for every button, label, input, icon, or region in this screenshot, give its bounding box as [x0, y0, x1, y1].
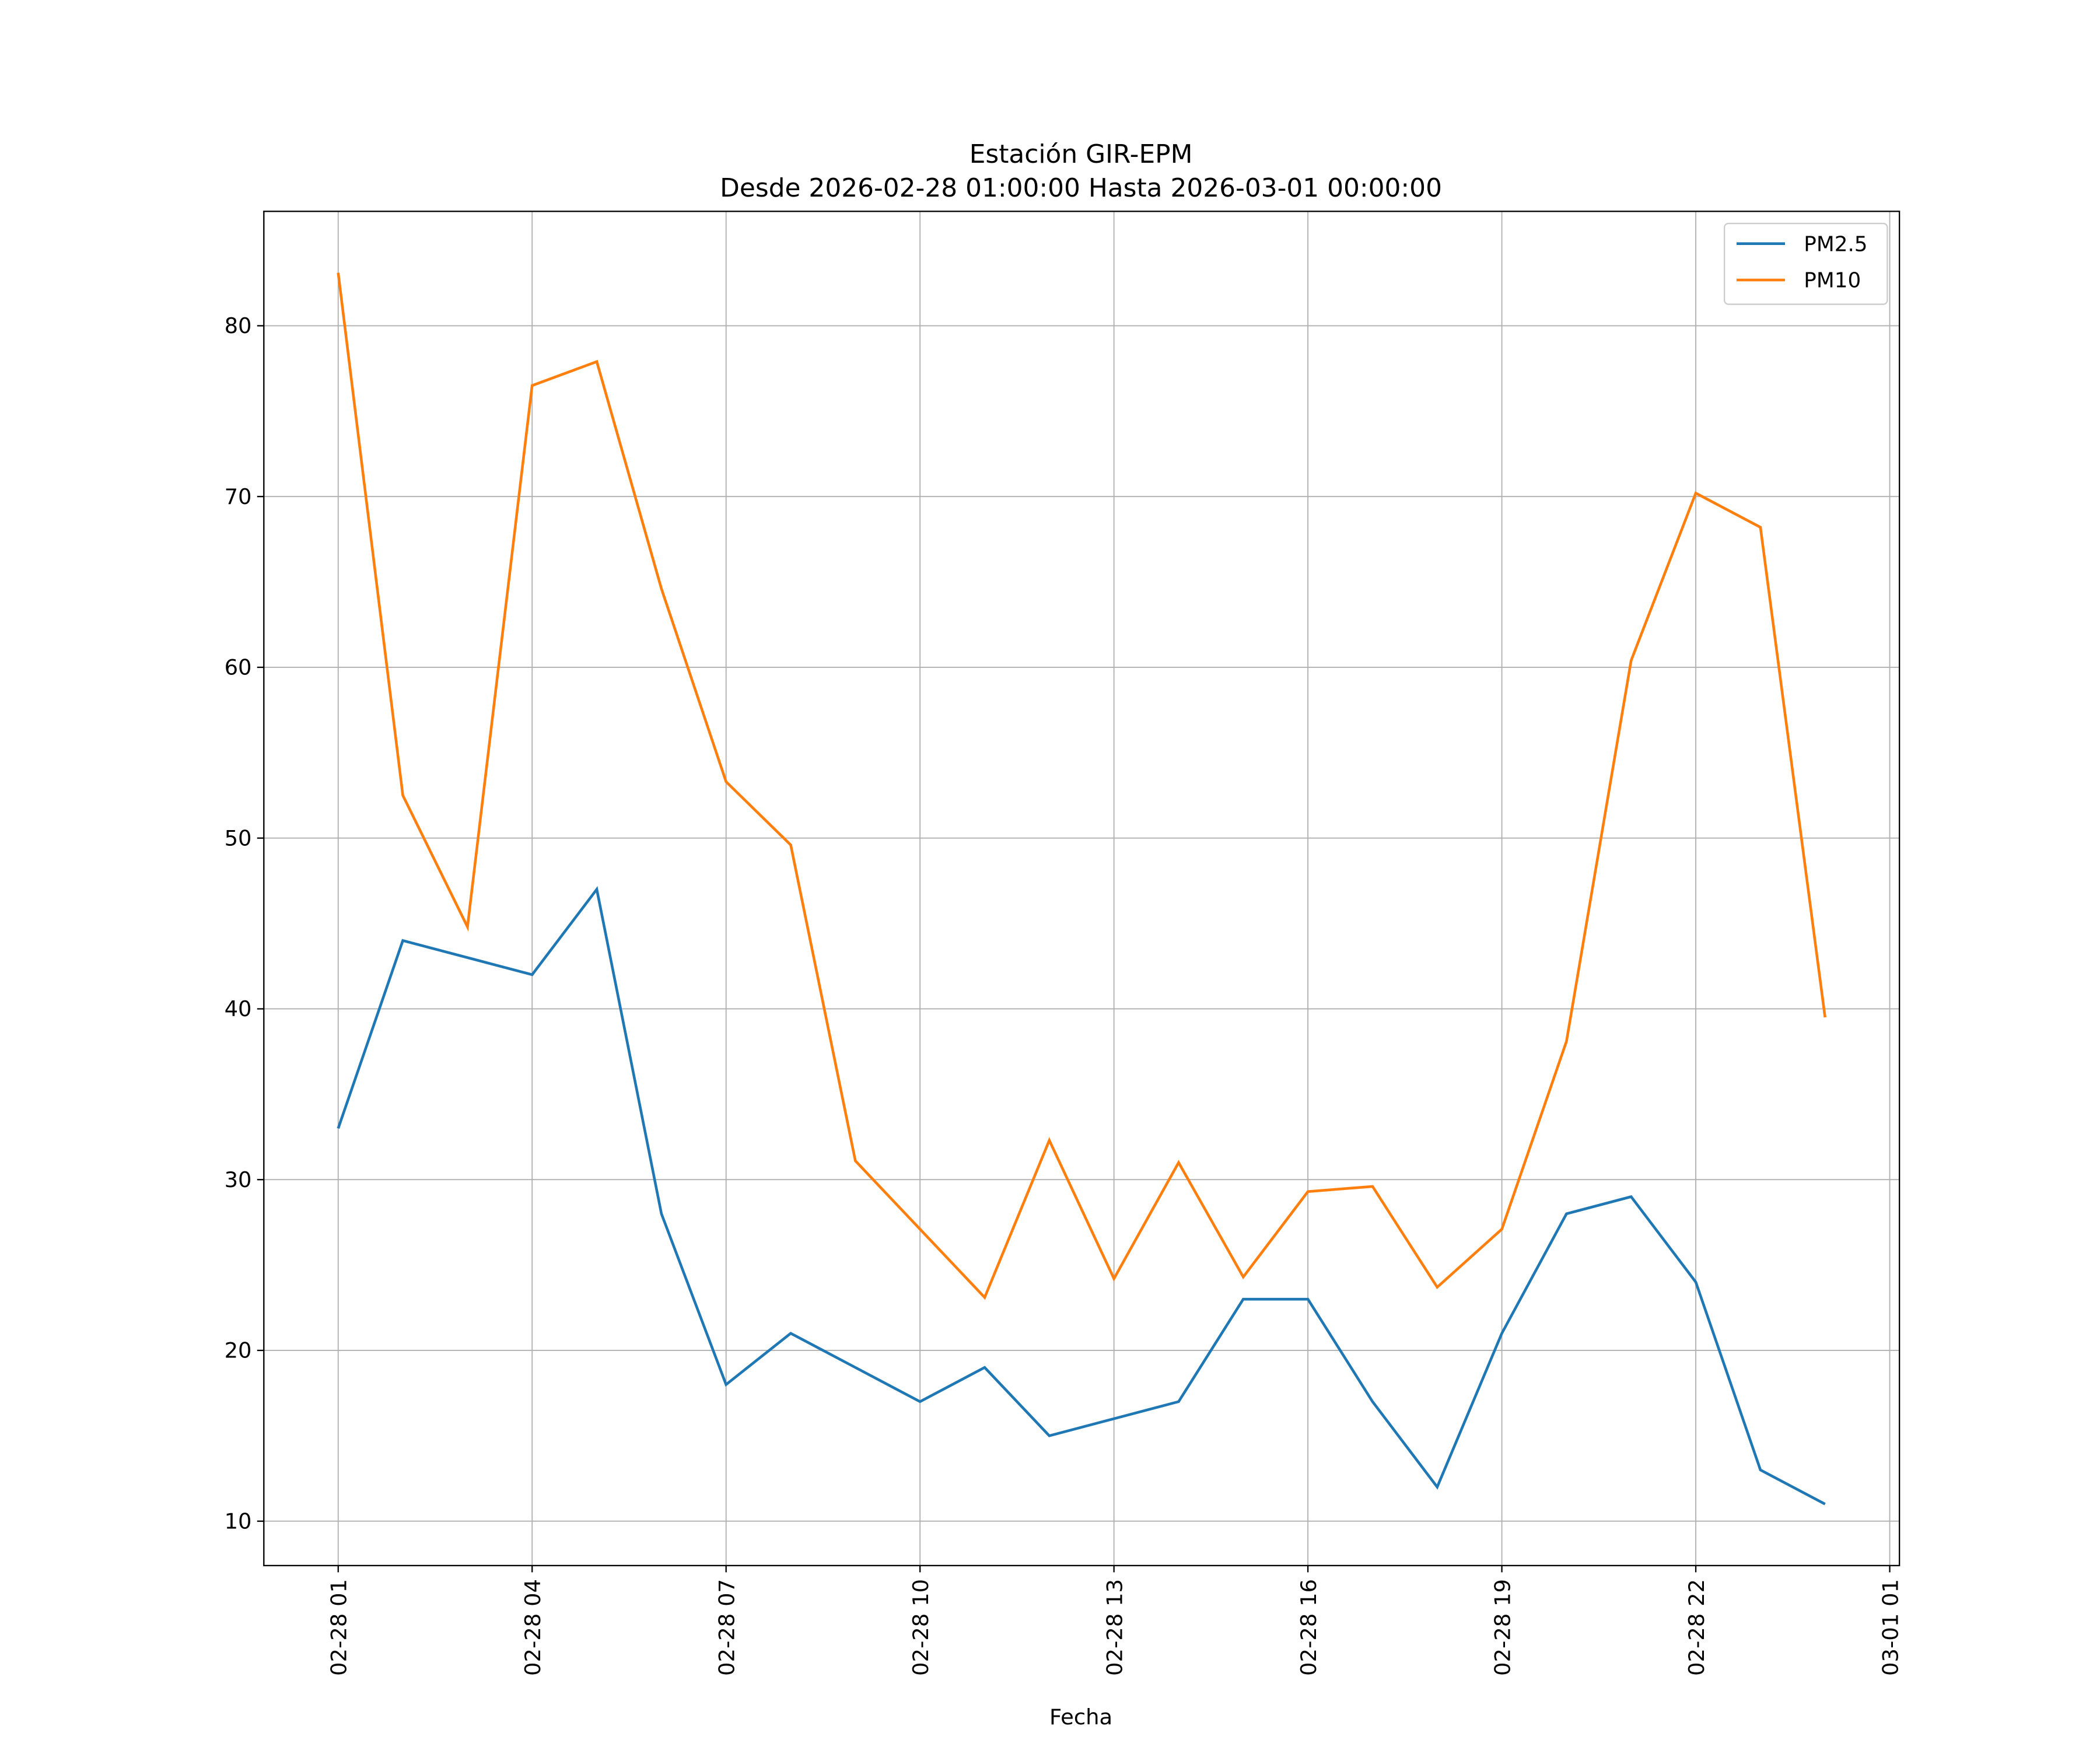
chart-subtitle: Desde 2026-02-28 01:00:00 Hasta 2026-03-… — [720, 173, 1442, 203]
y-tick-label: 60 — [225, 655, 252, 680]
x-tick-label: 03-01 01 — [1878, 1579, 1903, 1676]
x-tick-label: 02-28 01 — [327, 1579, 352, 1676]
x-tick-label: 02-28 10 — [908, 1579, 933, 1676]
y-tick-label: 10 — [225, 1508, 252, 1534]
grid-lines — [264, 211, 1900, 1566]
y-tick-label: 40 — [225, 996, 252, 1021]
series-lines — [337, 272, 1826, 1506]
y-tick-label: 20 — [225, 1338, 252, 1363]
x-tick-label: 02-28 19 — [1490, 1579, 1515, 1676]
y-tick-label: 80 — [225, 313, 252, 338]
y-tick-label: 70 — [225, 484, 252, 509]
legend-label: PM2.5 — [1804, 232, 1867, 256]
plot-frame — [263, 211, 1901, 1566]
y-tick-label: 50 — [225, 825, 252, 850]
x-axis-label: Fecha — [1049, 1704, 1112, 1730]
legend-label: PM10 — [1804, 269, 1861, 293]
x-tick-label: 02-28 07 — [715, 1579, 740, 1676]
chart-title: Estación GIR-EPM — [970, 139, 1193, 169]
x-tick-label: 02-28 16 — [1296, 1579, 1321, 1676]
legend: PM2.5 PM10 — [1723, 222, 1888, 305]
x-tick-label: 02-28 04 — [520, 1579, 545, 1676]
x-tick-label: 02-28 13 — [1102, 1579, 1127, 1676]
series-line-pm25 — [337, 886, 1826, 1506]
y-axis: 10 20 30 40 50 60 70 80 — [225, 313, 264, 1534]
y-tick-label: 30 — [225, 1167, 252, 1192]
x-axis: 02-28 01 02-28 04 02-28 07 02-28 10 02-28 13… — [327, 1565, 1903, 1676]
x-tick-label: 02-28 22 — [1684, 1579, 1709, 1676]
series-line-pm10 — [337, 272, 1826, 1300]
